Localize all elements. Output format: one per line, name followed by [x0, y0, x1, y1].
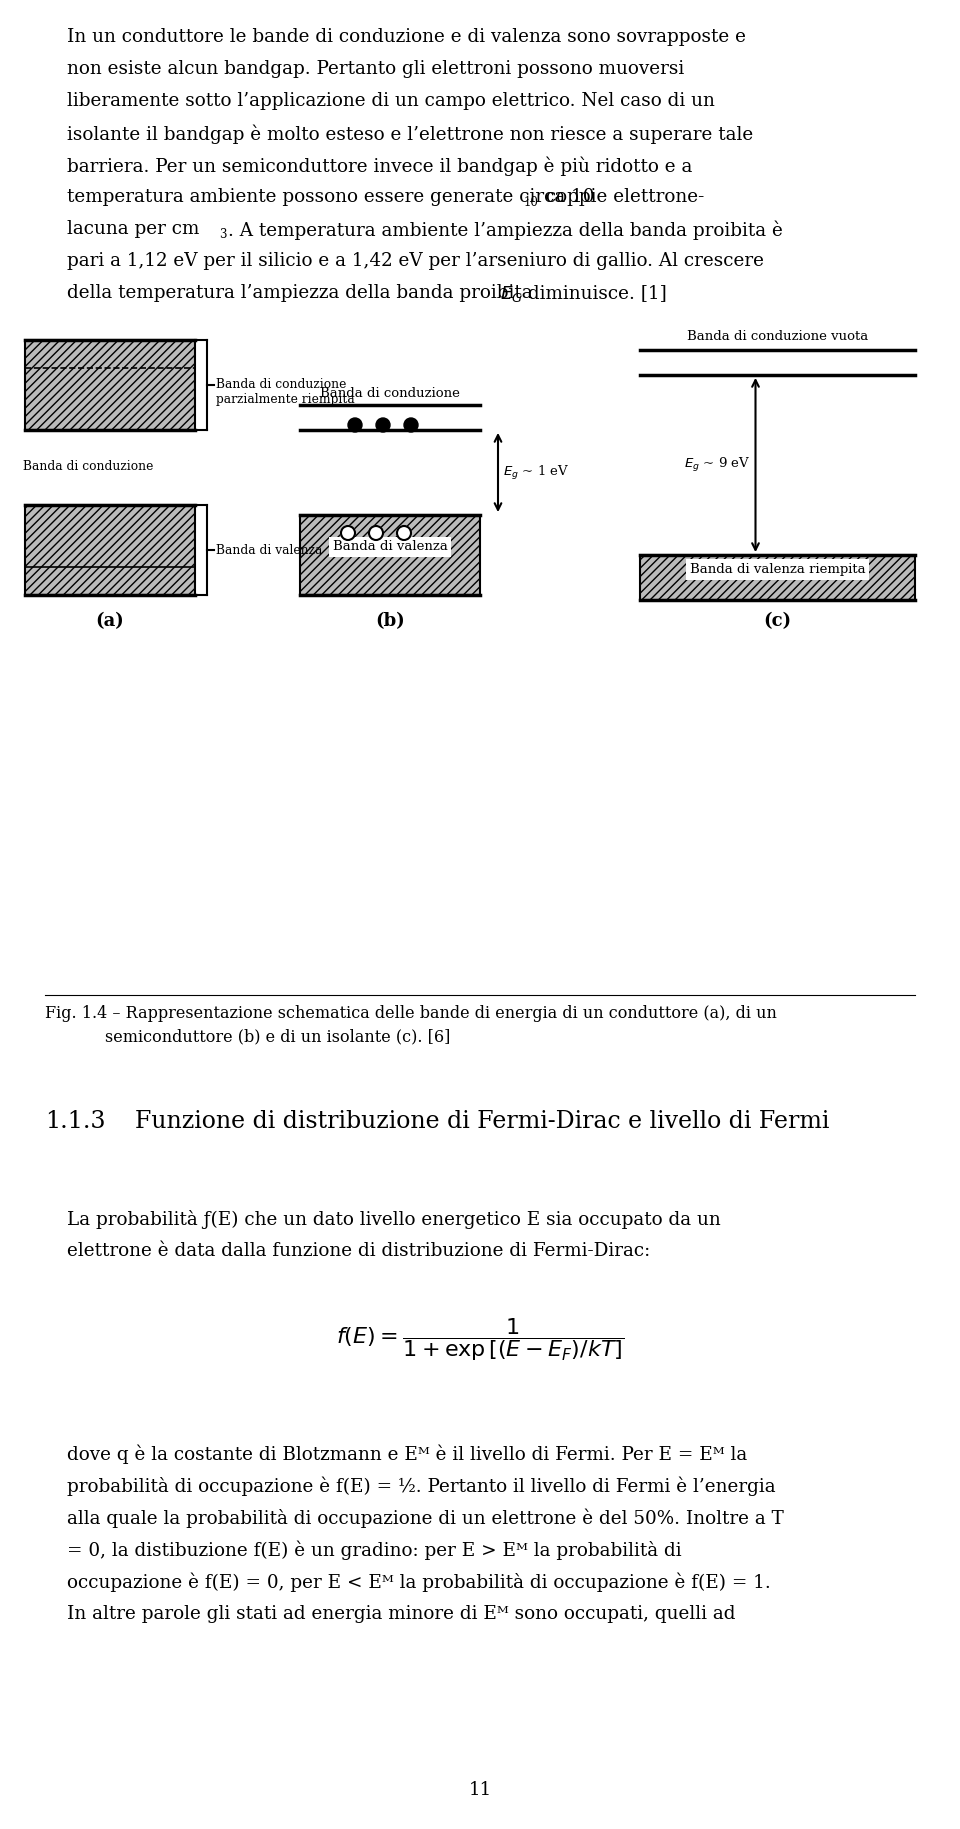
- Text: liberamente sotto l’applicazione di un campo elettrico. Nel caso di un: liberamente sotto l’applicazione di un c…: [67, 91, 715, 110]
- Circle shape: [369, 527, 383, 540]
- Text: dove q è la costante di Blotzmann e Eᴹ è il livello di Fermi. Per E = Eᴹ la: dove q è la costante di Blotzmann e Eᴹ è…: [67, 1445, 747, 1465]
- Text: In un conduttore le bande di conduzione e di valenza sono sovrapposte e: In un conduttore le bande di conduzione …: [67, 27, 746, 46]
- Text: $E_g$ ~ 9 eV: $E_g$ ~ 9 eV: [684, 455, 750, 474]
- Text: La probabilità ƒ(E) che un dato livello energetico E sia occupato da un: La probabilità ƒ(E) che un dato livello …: [67, 1211, 721, 1229]
- Text: (c): (c): [763, 613, 792, 629]
- Circle shape: [404, 419, 418, 432]
- Text: Banda di valenza: Banda di valenza: [216, 543, 323, 556]
- Text: 1.1.3: 1.1.3: [45, 1110, 106, 1132]
- Text: alla quale la probabilità di occupazione di un elettrone è del 50%. Inoltre a T: alla quale la probabilità di occupazione…: [67, 1509, 783, 1529]
- Text: Banda di valenza: Banda di valenza: [332, 541, 447, 554]
- Circle shape: [341, 527, 355, 540]
- Text: Banda di conduzione: Banda di conduzione: [320, 388, 460, 401]
- Text: (b): (b): [375, 613, 405, 629]
- Text: 10: 10: [524, 196, 539, 209]
- Text: barriera. Per un semiconduttore invece il bandgap è più ridotto e a: barriera. Per un semiconduttore invece i…: [67, 155, 692, 176]
- Text: 11: 11: [468, 1781, 492, 1800]
- Bar: [640, 554, 915, 600]
- Bar: [25, 340, 195, 430]
- Text: lacuna per cm: lacuna per cm: [67, 219, 200, 238]
- Text: elettrone è data dalla funzione di distribuzione di Fermi-Dirac:: elettrone è data dalla funzione di distr…: [67, 1242, 650, 1260]
- Text: Banda di valenza riempita: Banda di valenza riempita: [689, 563, 865, 576]
- Text: 3: 3: [219, 229, 227, 241]
- Text: Banda di conduzione: Banda di conduzione: [23, 459, 154, 472]
- Text: (a): (a): [96, 613, 125, 629]
- Bar: [300, 516, 480, 594]
- Text: temperatura ambiente possono essere generate circa 10: temperatura ambiente possono essere gene…: [67, 188, 594, 207]
- Text: . A temperatura ambiente l’ampiezza della banda proibita è: . A temperatura ambiente l’ampiezza dell…: [228, 219, 782, 240]
- Text: coppie elettrone-: coppie elettrone-: [540, 188, 705, 207]
- Text: = 0, la distibuzione f(E) è un gradino: per E > Eᴹ la probabilità di: = 0, la distibuzione f(E) è un gradino: …: [67, 1542, 682, 1560]
- Circle shape: [376, 419, 390, 432]
- Text: semiconduttore (b) e di un isolante (c). [6]: semiconduttore (b) e di un isolante (c).…: [105, 1028, 450, 1044]
- Text: Banda di conduzione vuota: Banda di conduzione vuota: [686, 329, 868, 344]
- Text: probabilità di occupazione è f(E) = ½. Pertanto il livello di Fermi è l’energia: probabilità di occupazione è f(E) = ½. P…: [67, 1478, 776, 1496]
- Text: diminuisce. [1]: diminuisce. [1]: [522, 283, 667, 302]
- Text: parzialmente riempita: parzialmente riempita: [216, 393, 355, 406]
- Bar: [25, 505, 195, 594]
- Text: Fig. 1.4 – Rappresentazione schematica delle bande di energia di un conduttore (: Fig. 1.4 – Rappresentazione schematica d…: [45, 1004, 777, 1022]
- Text: $f(E) = \dfrac{1}{1 + \exp\left[(E - E_F)/kT\right]}$: $f(E) = \dfrac{1}{1 + \exp\left[(E - E_F…: [336, 1317, 624, 1363]
- Text: pari a 1,12 eV per il silicio e a 1,42 eV per l’arseniuro di gallio. Al crescere: pari a 1,12 eV per il silicio e a 1,42 e…: [67, 252, 764, 271]
- Text: isolante il bandgap è molto esteso e l’elettrone non riesce a superare tale: isolante il bandgap è molto esteso e l’e…: [67, 124, 754, 143]
- Text: occupazione è f(E) = 0, per E < Eᴹ la probabilità di occupazione è f(E) = 1.: occupazione è f(E) = 0, per E < Eᴹ la pr…: [67, 1573, 771, 1593]
- Text: Funzione di distribuzione di Fermi-Dirac e livello di Fermi: Funzione di distribuzione di Fermi-Dirac…: [135, 1110, 829, 1132]
- Text: In altre parole gli stati ad energia minore di Eᴹ sono occupati, quelli ad: In altre parole gli stati ad energia min…: [67, 1606, 735, 1622]
- Text: $E_G$: $E_G$: [500, 283, 523, 304]
- Circle shape: [397, 527, 411, 540]
- Text: $E_g$ ~ 1 eV: $E_g$ ~ 1 eV: [503, 463, 569, 481]
- Text: non esiste alcun bandgap. Pertanto gli elettroni possono muoversi: non esiste alcun bandgap. Pertanto gli e…: [67, 60, 684, 79]
- Text: della temperatura l’ampiezza della banda proibita: della temperatura l’ampiezza della banda…: [67, 283, 539, 302]
- Text: Banda di conduzione: Banda di conduzione: [216, 379, 347, 391]
- Circle shape: [348, 419, 362, 432]
